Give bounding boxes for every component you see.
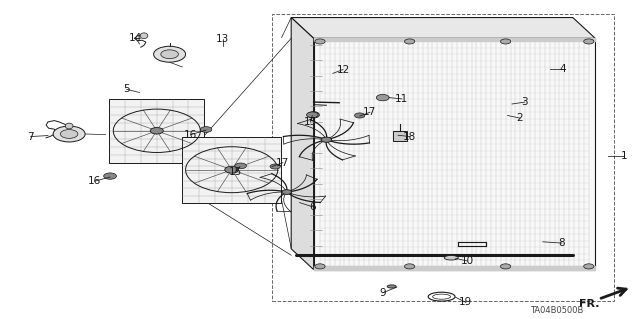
Circle shape bbox=[60, 130, 78, 138]
Text: 5: 5 bbox=[124, 84, 130, 94]
Text: 13: 13 bbox=[216, 34, 229, 44]
Circle shape bbox=[282, 190, 291, 194]
Circle shape bbox=[150, 128, 163, 134]
Circle shape bbox=[154, 46, 186, 62]
Text: 7: 7 bbox=[28, 131, 34, 142]
Circle shape bbox=[500, 264, 511, 269]
Polygon shape bbox=[182, 137, 282, 203]
Circle shape bbox=[315, 39, 325, 44]
Text: 2: 2 bbox=[516, 113, 523, 123]
Circle shape bbox=[225, 166, 239, 173]
Polygon shape bbox=[291, 18, 595, 38]
Circle shape bbox=[315, 264, 325, 269]
Polygon shape bbox=[109, 99, 204, 163]
Circle shape bbox=[376, 94, 389, 101]
Ellipse shape bbox=[444, 256, 458, 260]
Text: TA04B0500B: TA04B0500B bbox=[530, 306, 584, 315]
Circle shape bbox=[200, 127, 212, 132]
Text: 18: 18 bbox=[403, 131, 416, 142]
Circle shape bbox=[321, 137, 332, 142]
Circle shape bbox=[584, 39, 594, 44]
Ellipse shape bbox=[308, 112, 319, 118]
Text: 16: 16 bbox=[88, 176, 101, 186]
Text: 15: 15 bbox=[304, 117, 317, 127]
Text: 12: 12 bbox=[337, 64, 349, 75]
Text: 10: 10 bbox=[461, 256, 474, 266]
Circle shape bbox=[404, 39, 415, 44]
Text: 14: 14 bbox=[129, 33, 142, 43]
Circle shape bbox=[584, 264, 594, 269]
Ellipse shape bbox=[140, 33, 148, 39]
Circle shape bbox=[161, 50, 179, 59]
Text: 1: 1 bbox=[621, 151, 627, 161]
Circle shape bbox=[500, 39, 511, 44]
Circle shape bbox=[235, 163, 246, 169]
Ellipse shape bbox=[65, 123, 73, 129]
Text: 17: 17 bbox=[364, 107, 376, 117]
Polygon shape bbox=[291, 18, 314, 270]
Text: FR.: FR. bbox=[579, 299, 600, 308]
Text: 8: 8 bbox=[559, 238, 565, 248]
Circle shape bbox=[355, 113, 365, 118]
Circle shape bbox=[53, 126, 85, 142]
Text: 16: 16 bbox=[184, 130, 197, 140]
Circle shape bbox=[404, 264, 415, 269]
Text: 3: 3 bbox=[522, 97, 528, 107]
Text: 9: 9 bbox=[380, 288, 386, 298]
Ellipse shape bbox=[387, 285, 396, 288]
Text: 19: 19 bbox=[460, 297, 472, 308]
Text: 15: 15 bbox=[229, 167, 242, 177]
Text: 4: 4 bbox=[560, 63, 566, 74]
Text: 6: 6 bbox=[309, 202, 316, 212]
Circle shape bbox=[307, 112, 318, 118]
Circle shape bbox=[104, 173, 116, 179]
Circle shape bbox=[270, 164, 280, 169]
Polygon shape bbox=[393, 131, 407, 141]
Polygon shape bbox=[314, 38, 595, 270]
Text: 11: 11 bbox=[396, 94, 408, 104]
Text: 17: 17 bbox=[276, 158, 289, 168]
